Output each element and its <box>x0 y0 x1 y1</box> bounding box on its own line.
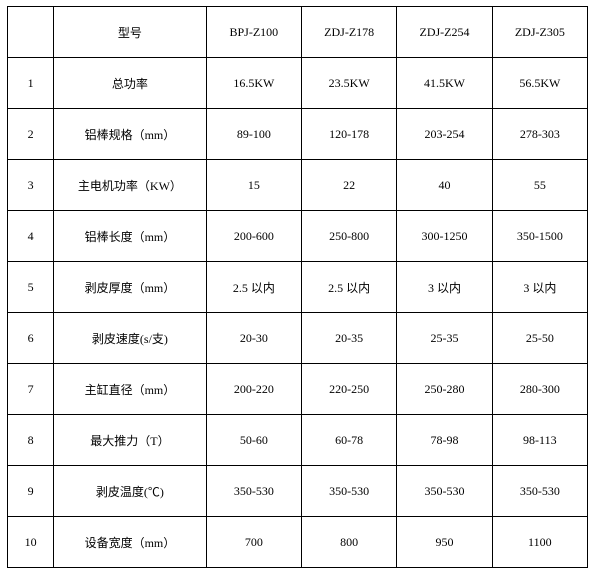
header-col-3: ZDJ-Z254 <box>397 7 492 58</box>
row-value: 350-1500 <box>492 211 587 262</box>
row-label: 主电机功率（KW） <box>54 160 207 211</box>
row-value: 98-113 <box>492 415 587 466</box>
row-label: 铝棒规格（mm） <box>54 109 207 160</box>
row-label: 最大推力（T） <box>54 415 207 466</box>
table-row: 2铝棒规格（mm）89-100120-178203-254278-303 <box>8 109 588 160</box>
spec-table: 型号 BPJ-Z100 ZDJ-Z178 ZDJ-Z254 ZDJ-Z305 1… <box>7 6 588 568</box>
row-value: 89-100 <box>206 109 301 160</box>
row-index: 10 <box>8 517 54 568</box>
row-value: 23.5KW <box>302 58 397 109</box>
row-index: 4 <box>8 211 54 262</box>
row-value: 20-35 <box>302 313 397 364</box>
row-value: 350-530 <box>397 466 492 517</box>
row-index: 9 <box>8 466 54 517</box>
row-value: 200-600 <box>206 211 301 262</box>
row-index: 2 <box>8 109 54 160</box>
row-index: 5 <box>8 262 54 313</box>
row-label: 剥皮温度(℃) <box>54 466 207 517</box>
row-label: 设备宽度（mm） <box>54 517 207 568</box>
row-value: 250-280 <box>397 364 492 415</box>
row-value: 25-35 <box>397 313 492 364</box>
row-value: 203-254 <box>397 109 492 160</box>
row-value: 16.5KW <box>206 58 301 109</box>
header-col-4: ZDJ-Z305 <box>492 7 587 58</box>
row-value: 25-50 <box>492 313 587 364</box>
header-col-1: BPJ-Z100 <box>206 7 301 58</box>
row-label: 剥皮速度(s/支) <box>54 313 207 364</box>
row-value: 800 <box>302 517 397 568</box>
header-blank <box>8 7 54 58</box>
row-value: 250-800 <box>302 211 397 262</box>
row-label: 铝棒长度（mm） <box>54 211 207 262</box>
row-value: 1100 <box>492 517 587 568</box>
row-value: 22 <box>302 160 397 211</box>
row-label: 剥皮厚度（mm） <box>54 262 207 313</box>
row-value: 50-60 <box>206 415 301 466</box>
table-row: 10设备宽度（mm）7008009501100 <box>8 517 588 568</box>
table-row: 6剥皮速度(s/支)20-3020-3525-3525-50 <box>8 313 588 364</box>
row-value: 40 <box>397 160 492 211</box>
row-value: 300-1250 <box>397 211 492 262</box>
row-value: 350-530 <box>206 466 301 517</box>
table-header-row: 型号 BPJ-Z100 ZDJ-Z178 ZDJ-Z254 ZDJ-Z305 <box>8 7 588 58</box>
row-value: 120-178 <box>302 109 397 160</box>
row-value: 56.5KW <box>492 58 587 109</box>
row-value: 3 以内 <box>492 262 587 313</box>
spec-table-container: 型号 BPJ-Z100 ZDJ-Z178 ZDJ-Z254 ZDJ-Z305 1… <box>0 0 595 574</box>
row-value: 220-250 <box>302 364 397 415</box>
row-index: 7 <box>8 364 54 415</box>
table-row: 8最大推力（T）50-6060-7878-9898-113 <box>8 415 588 466</box>
table-row: 9剥皮温度(℃)350-530350-530350-530350-530 <box>8 466 588 517</box>
table-body: 1总功率16.5KW23.5KW41.5KW56.5KW2铝棒规格（mm）89-… <box>8 58 588 568</box>
row-value: 78-98 <box>397 415 492 466</box>
row-value: 950 <box>397 517 492 568</box>
row-index: 8 <box>8 415 54 466</box>
table-row: 5剥皮厚度（mm）2.5 以内2.5 以内3 以内3 以内 <box>8 262 588 313</box>
row-value: 278-303 <box>492 109 587 160</box>
row-value: 200-220 <box>206 364 301 415</box>
row-index: 3 <box>8 160 54 211</box>
row-label: 主缸直径（mm） <box>54 364 207 415</box>
row-value: 55 <box>492 160 587 211</box>
row-value: 350-530 <box>492 466 587 517</box>
row-value: 20-30 <box>206 313 301 364</box>
header-col-2: ZDJ-Z178 <box>302 7 397 58</box>
table-row: 1总功率16.5KW23.5KW41.5KW56.5KW <box>8 58 588 109</box>
table-row: 7主缸直径（mm）200-220220-250250-280280-300 <box>8 364 588 415</box>
row-value: 2.5 以内 <box>206 262 301 313</box>
row-value: 3 以内 <box>397 262 492 313</box>
row-value: 41.5KW <box>397 58 492 109</box>
row-index: 1 <box>8 58 54 109</box>
table-row: 3主电机功率（KW）15224055 <box>8 160 588 211</box>
row-label: 总功率 <box>54 58 207 109</box>
row-value: 280-300 <box>492 364 587 415</box>
table-row: 4铝棒长度（mm）200-600250-800300-1250350-1500 <box>8 211 588 262</box>
row-value: 15 <box>206 160 301 211</box>
row-value: 60-78 <box>302 415 397 466</box>
row-index: 6 <box>8 313 54 364</box>
row-value: 2.5 以内 <box>302 262 397 313</box>
row-value: 350-530 <box>302 466 397 517</box>
row-value: 700 <box>206 517 301 568</box>
header-model: 型号 <box>54 7 207 58</box>
